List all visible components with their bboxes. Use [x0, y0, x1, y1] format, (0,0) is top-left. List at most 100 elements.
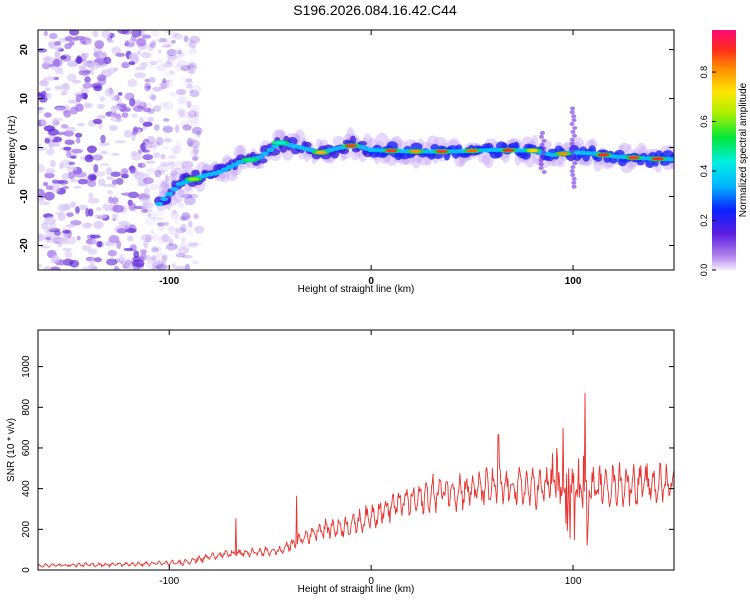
noise-speckle	[179, 243, 186, 250]
noise-speckle	[173, 160, 186, 168]
noise-speckle	[93, 220, 104, 229]
noise-speckle	[106, 166, 112, 176]
noise-speckle	[162, 78, 167, 83]
noise-speckle	[45, 236, 51, 241]
noise-speckle	[63, 130, 75, 137]
noise-speckle	[127, 78, 138, 88]
noise-speckle	[184, 263, 190, 270]
noise-speckle	[189, 90, 200, 98]
noise-speckle	[162, 70, 173, 78]
noise-speckle	[181, 239, 187, 245]
noise-speckle	[168, 226, 177, 236]
noise-speckle	[67, 61, 79, 68]
noise-speckle	[150, 229, 155, 235]
noise-speckle	[188, 59, 194, 67]
noise-speckle	[177, 202, 185, 208]
noise-speckle	[175, 252, 186, 258]
ridge-bright	[155, 201, 164, 207]
noise-speckle	[142, 121, 153, 127]
noise-speckle	[158, 38, 168, 43]
noise-speckle	[181, 193, 193, 199]
noise-speckle	[174, 63, 183, 72]
noise-speckle	[40, 118, 47, 127]
vertical-streak	[538, 162, 544, 167]
ridge-hot-spot	[435, 149, 448, 154]
noise-speckle	[171, 209, 177, 214]
vertical-streak	[570, 145, 576, 150]
noise-speckle	[158, 235, 165, 245]
ridge-halo	[557, 152, 566, 168]
snr-y-tick-label: 400	[21, 480, 32, 497]
noise-speckle	[174, 48, 182, 55]
noise-speckle	[153, 152, 161, 159]
ridge-halo	[375, 132, 389, 149]
noise-speckle	[160, 81, 167, 90]
vertical-streak	[568, 157, 574, 162]
colorbar-tick-label: 0.6	[699, 115, 709, 128]
noise-speckle	[52, 58, 63, 68]
noise-speckle	[97, 74, 107, 81]
spectrogram-y-tick-label: -20	[19, 238, 30, 253]
noise-speckle	[187, 242, 199, 247]
noise-speckle	[66, 212, 74, 218]
vertical-streak	[540, 130, 545, 135]
noise-speckle	[174, 167, 181, 171]
noise-speckle	[38, 263, 42, 269]
noise-speckle	[179, 120, 189, 128]
noise-speckle	[177, 246, 189, 255]
noise-speckle	[170, 170, 178, 177]
noise-speckle	[89, 61, 101, 70]
noise-speckle	[82, 40, 87, 45]
ridge-hot-spot	[314, 150, 327, 154]
noise-speckle	[181, 212, 191, 221]
noise-speckle	[187, 110, 197, 118]
noise-speckle	[77, 178, 89, 185]
noise-speckle	[146, 167, 158, 174]
noise-speckle	[76, 235, 81, 241]
ridge-hot-spot	[526, 148, 539, 153]
noise-speckle	[145, 160, 156, 164]
noise-speckle	[60, 159, 72, 168]
noise-speckle	[121, 112, 129, 118]
noise-speckle	[142, 154, 154, 161]
vertical-streak	[541, 150, 547, 155]
noise-speckle	[93, 85, 103, 92]
noise-speckle	[156, 59, 165, 63]
noise-speckle	[111, 196, 119, 204]
vertical-streak	[571, 180, 577, 185]
noise-speckle	[182, 112, 193, 119]
noise-speckle	[170, 211, 179, 220]
noise-speckle	[174, 140, 183, 150]
noise-speckle	[150, 94, 157, 101]
noise-speckle	[167, 225, 174, 232]
noise-speckle	[190, 85, 202, 94]
vertical-streak	[570, 153, 576, 158]
noise-speckle	[38, 192, 46, 199]
noise-speckle	[121, 173, 129, 179]
noise-speckle	[149, 42, 157, 48]
ridge-bright	[165, 191, 174, 197]
vertical-streak	[570, 129, 576, 134]
noise-speckle	[38, 110, 44, 114]
noise-speckle	[189, 149, 198, 158]
noise-speckle	[93, 164, 99, 173]
noise-speckle	[131, 152, 142, 161]
noise-speckle	[154, 209, 165, 217]
noise-speckle	[177, 96, 188, 105]
noise-speckle	[172, 33, 184, 40]
noise-speckle	[190, 105, 200, 112]
noise-speckle	[179, 109, 186, 119]
noise-speckle	[176, 59, 188, 69]
noise-speckle	[144, 145, 157, 154]
noise-speckle	[50, 183, 61, 193]
noise-speckle	[89, 67, 94, 76]
noise-speckle	[146, 213, 152, 217]
noise-speckle	[152, 233, 159, 242]
noise-speckle	[49, 266, 61, 270]
spectrogram-content	[38, 30, 674, 270]
snr-y-tick-label: 200	[21, 521, 32, 538]
noise-speckle	[70, 201, 76, 208]
noise-speckle	[144, 187, 151, 196]
noise-speckle	[115, 52, 126, 57]
